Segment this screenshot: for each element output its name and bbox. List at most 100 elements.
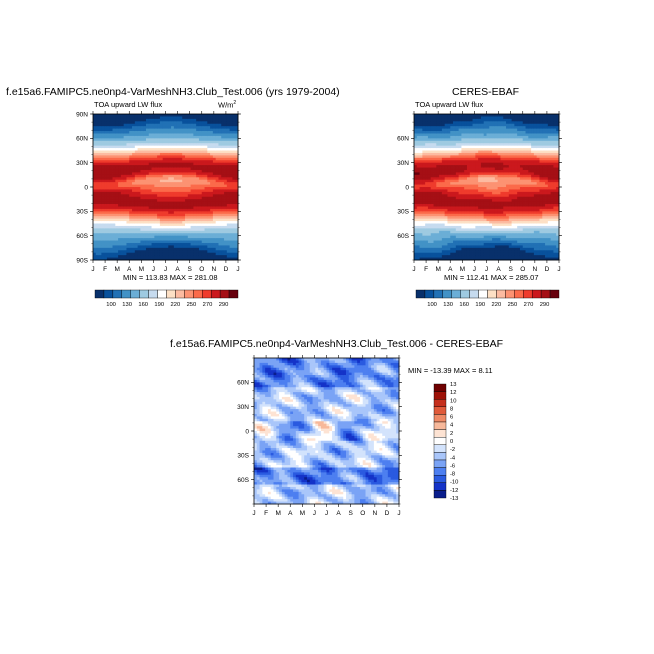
panel1-ytick-label: 60S	[76, 233, 88, 240]
panel1-field	[93, 114, 239, 261]
panel2-xtick-label: J	[485, 266, 488, 273]
panel3-colorbar-swatch	[433, 459, 447, 468]
panel2-colorbar-swatch	[549, 289, 560, 299]
panel1-colorbar-swatch	[148, 289, 158, 299]
panel3-xtick-label: J	[252, 510, 255, 517]
panel1-xtick-label: A	[127, 266, 132, 273]
panel3-title: f.e15a6.FAMIPC5.ne0np4-VarMeshNH3.Club_T…	[170, 338, 504, 350]
panel1-ytick-label: 30N	[76, 160, 88, 167]
panel3-colorbar-label: 0	[450, 439, 453, 445]
panel2-colorbar-swatch	[442, 289, 452, 299]
panel3-xtick-label: D	[385, 510, 390, 517]
panel1-xtick-label: M	[139, 266, 144, 273]
panel3-colorbar-swatch	[433, 467, 447, 476]
panel3-colorbar-swatch	[433, 475, 447, 484]
panel2-colorbar-swatch	[487, 289, 497, 299]
panel1-ytick-label: 0	[84, 184, 88, 191]
panel2-xtick-label: F	[424, 266, 428, 273]
panel1-xtick-label: F	[103, 266, 107, 273]
panel1-xtick-label: A	[175, 266, 180, 273]
panel3-colorbar-swatch	[433, 444, 447, 453]
panel3-colorbar-label: -10	[450, 480, 458, 486]
panel3-xtick-label: N	[372, 510, 377, 517]
panel1-xtick-label: J	[91, 266, 94, 273]
panel2-ytick-label: 60N	[397, 136, 409, 143]
panel3-colorbar-swatch	[433, 490, 447, 499]
panel2-field	[414, 114, 560, 261]
panel1-xtick-label: M	[114, 266, 119, 273]
panel3-colorbar-swatch	[433, 399, 447, 408]
panel2-colorbar-swatch	[540, 289, 551, 299]
panel2-colorbar-label: 250	[508, 302, 518, 308]
panel2-xtick-label: A	[496, 266, 501, 273]
panel3-xtick-label: M	[300, 510, 305, 517]
panel2-colorbar-swatch	[451, 289, 461, 299]
panel1-colorbar-swatch	[157, 289, 167, 299]
panel2-colorbar-swatch	[478, 289, 488, 299]
panel1-title: f.e15a6.FAMIPC5.ne0np4-VarMeshNH3.Club_T…	[6, 86, 340, 98]
panel1-xtick-label: D	[224, 266, 229, 273]
panel3-stats: MIN = -13.39 MAX = 8.11	[408, 366, 493, 375]
panel2-stats: MIN = 112.41 MAX = 285.07	[444, 273, 539, 282]
panel1-colorbar-label: 160	[138, 302, 148, 308]
panel1-xtick-label: O	[199, 266, 204, 273]
panel1-colorbar-swatch	[202, 289, 212, 299]
panel2-colorbar-label: 190	[475, 302, 485, 308]
panel1-colorbar-swatch	[228, 289, 239, 299]
panel3-xtick-label: A	[288, 510, 293, 517]
panel1-colorbar-swatch	[210, 289, 221, 299]
panel3-colorbar-label: -12	[450, 488, 458, 494]
panel1-xtick-label: J	[152, 266, 155, 273]
panel3-colorbar-label: -6	[450, 463, 455, 469]
panel3-xtick-label: F	[264, 510, 268, 517]
panel3-colorbar-label: 4	[450, 423, 454, 429]
panel1-colorbar-swatch	[112, 289, 123, 299]
panel1-xtick-label: J	[164, 266, 167, 273]
panel3-field	[254, 358, 400, 505]
panel3-colorbar-swatch	[433, 429, 447, 438]
panel2-ytick-label: 60S	[397, 233, 409, 240]
panel1-colorbar-label: 270	[203, 302, 213, 308]
panel3-xtick-label: M	[275, 510, 280, 517]
panel3-colorbar-label: 6	[450, 415, 453, 421]
panel3-colorbar-swatch	[433, 391, 447, 400]
panel2-xtick-label: A	[448, 266, 453, 273]
panel3-ytick-label: 30S	[237, 453, 249, 460]
panel2-colorbar-swatch	[460, 289, 470, 299]
panel1-colorbar-swatch	[175, 289, 185, 299]
panel2-subtitle: TOA upward LW flux	[415, 100, 484, 109]
panel2-colorbar-swatch	[531, 289, 542, 299]
panel1-colorbar-label: 100	[106, 302, 116, 308]
panel1-colorbar-swatch	[184, 289, 194, 299]
panel3-ytick-label: 30N	[237, 404, 249, 411]
panel1-stats: MIN = 113.83 MAX = 281.08	[123, 273, 218, 282]
panel3-ytick-label: 60S	[237, 477, 249, 484]
panel1-colorbar-label: 190	[154, 302, 164, 308]
panel3-colorbar-swatch	[433, 421, 447, 430]
panel2-colorbar-label: 220	[492, 302, 502, 308]
panel2-ytick-label: 30N	[397, 160, 409, 167]
panel3-colorbar-label: -2	[450, 447, 455, 453]
panel1-xtick-label: S	[187, 266, 192, 273]
panel1-ytick-label: 90S	[76, 257, 88, 264]
panel1-subtitle: TOA upward LW flux	[94, 100, 163, 109]
panel2-colorbar-label: 290	[540, 302, 550, 308]
panel1-colorbar-swatch	[121, 289, 131, 299]
panel1-colorbar-swatch	[193, 289, 203, 299]
panel2-xtick-label: N	[532, 266, 537, 273]
panel2-colorbar-swatch	[514, 289, 524, 299]
panel2-colorbar-label: 100	[427, 302, 437, 308]
panel2-xtick-label: S	[508, 266, 513, 273]
panel2-colorbar-swatch	[469, 289, 479, 299]
panel1-colorbar-label: 220	[171, 302, 181, 308]
panel2-colorbar-label: 160	[459, 302, 469, 308]
panel2-colorbar-swatch	[523, 289, 533, 299]
panel2-xtick-label: J	[473, 266, 476, 273]
panel1-units: W/m2	[218, 100, 237, 110]
panel2-colorbar-swatch	[496, 289, 506, 299]
panel2-colorbar-swatch	[433, 289, 444, 299]
panel2-colorbar-label: 130	[443, 302, 453, 308]
panel3-xtick-label: J	[313, 510, 316, 517]
panel1-ytick-label: 90N	[76, 111, 88, 118]
